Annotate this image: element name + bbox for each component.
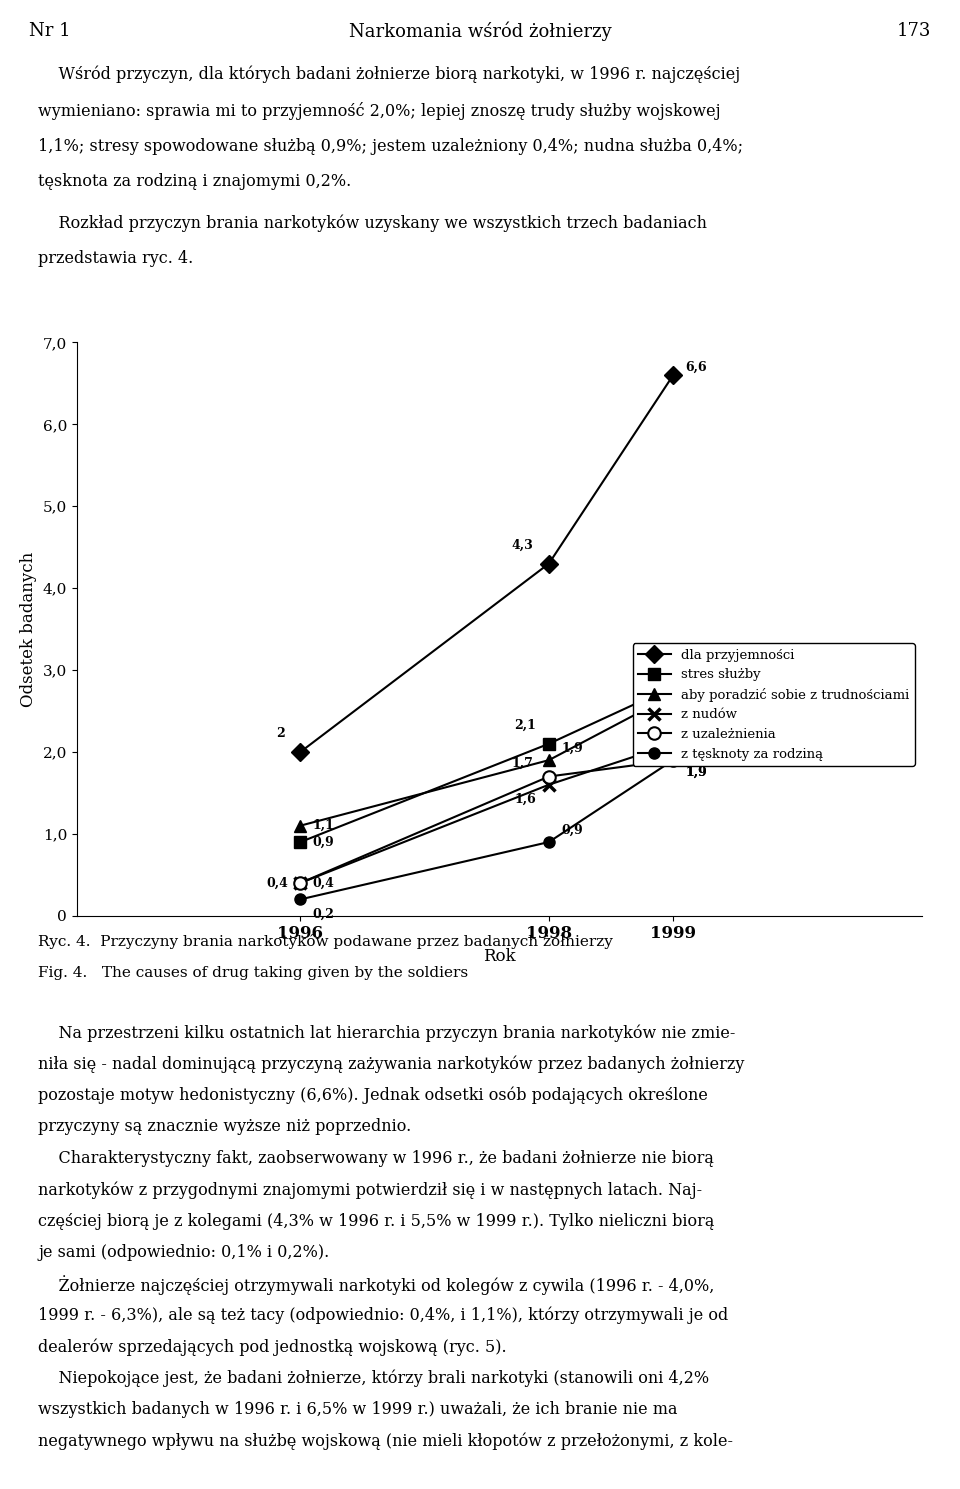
Text: 2,8: 2,8: [685, 670, 708, 683]
X-axis label: Rok: Rok: [483, 948, 516, 965]
dla przyjemności: [543, 555, 555, 573]
Text: 2: 2: [276, 728, 285, 740]
aby poradzić sobie z trudnościami: [667, 685, 679, 704]
Line: z uzależnienia: z uzależnienia: [294, 753, 680, 889]
Text: częściej biorą je z kolegami (4,3% w 1996 r. i 5,5% w 1999 r.). Tylko nieliczni : częściej biorą je z kolegami (4,3% w 199…: [38, 1212, 715, 1230]
Text: niła się - nadal dominującą przyczyną zażywania narkotyków przez badanych żołnie: niła się - nadal dominującą przyczyną za…: [38, 1056, 745, 1074]
Text: Rozkład przyczyn brania narkotyków uzyskany we wszystkich trzech badaniach: Rozkład przyczyn brania narkotyków uzysk…: [38, 214, 708, 232]
z tęsknoty za rodziną: [295, 890, 306, 908]
Text: 1,9: 1,9: [685, 765, 708, 779]
Text: Żołnierze najczęściej otrzymywali narkotyki od kolegów z cywila (1996 r. - 4,0%,: Żołnierze najczęściej otrzymywali narkot…: [38, 1276, 715, 1295]
Text: 2,1: 2,1: [685, 728, 708, 740]
dla przyjemności: [295, 743, 306, 761]
aby poradzić sobie z trudnościami: [295, 816, 306, 834]
Y-axis label: Odsetek badanych: Odsetek badanych: [20, 551, 37, 707]
Text: 2,7: 2,7: [685, 679, 708, 691]
Legend: dla przyjemności, stres służby, aby poradzić sobie z trudnościami, z nudów, z uz: dla przyjemności, stres służby, aby pora…: [633, 643, 915, 765]
Text: Ryc. 4.  Przyczyny brania narkotyków podawane przez badanych żołnierzy: Ryc. 4. Przyczyny brania narkotyków poda…: [38, 934, 613, 948]
Text: 1,9: 1,9: [685, 765, 708, 779]
Text: 0,4: 0,4: [266, 877, 288, 889]
Text: przedstawia ryc. 4.: przedstawia ryc. 4.: [38, 250, 194, 268]
dla przyjemności: [667, 366, 679, 384]
Text: Nr 1: Nr 1: [29, 22, 70, 40]
z nudów: [295, 874, 306, 892]
Text: 0,9: 0,9: [313, 835, 335, 849]
Text: Fig. 4.   The causes of drug taking given by the soldiers: Fig. 4. The causes of drug taking given …: [38, 966, 468, 980]
z uzależnienia: [667, 750, 679, 768]
Text: Wśród przyczyn, dla których badani żołnierze biorą narkotyki, w 1996 r. najczęśc: Wśród przyczyn, dla których badani żołni…: [38, 66, 741, 83]
Text: przyczyny są znacznie wyższe niż poprzednio.: przyczyny są znacznie wyższe niż poprzed…: [38, 1118, 412, 1136]
Text: wszystkich badanych w 1996 r. i 6,5% w 1999 r.) uważali, że ich branie nie ma: wszystkich badanych w 1996 r. i 6,5% w 1…: [38, 1401, 678, 1418]
Text: Na przestrzeni kilku ostatnich lat hierarchia przyczyn brania narkotyków nie zmi: Na przestrzeni kilku ostatnich lat hiera…: [38, 1024, 735, 1042]
Text: 6,6: 6,6: [685, 360, 708, 374]
z tęsknoty za rodziną: [667, 750, 679, 768]
Text: 1,6: 1,6: [515, 794, 537, 806]
Text: 2,1: 2,1: [515, 719, 537, 733]
Line: dla przyjemności: dla przyjemności: [294, 369, 680, 758]
Text: 0,4: 0,4: [313, 877, 335, 889]
Text: 1999 r. - 6,3%), ale są też tacy (odpowiednio: 0,4%, i 1,1%), którzy otrzymywali: 1999 r. - 6,3%), ale są też tacy (odpowi…: [38, 1307, 729, 1324]
z nudów: [543, 776, 555, 794]
Text: pozostaje motyw hedonistyczny (6,6%). Jednak odsetki osób podających określone: pozostaje motyw hedonistyczny (6,6%). Je…: [38, 1087, 708, 1105]
Text: 4,3: 4,3: [512, 539, 534, 552]
Text: negatywnego wpływu na służbę wojskową (nie mieli kłopotów z przełożonymi, z kole: negatywnego wpływu na służbę wojskową (n…: [38, 1432, 733, 1450]
Text: 173: 173: [897, 22, 931, 40]
aby poradzić sobie z trudnościami: [543, 750, 555, 768]
z nudów: [667, 734, 679, 752]
Text: 1,9: 1,9: [562, 742, 583, 755]
z tęsknoty za rodziną: [543, 832, 555, 850]
Text: 0,2: 0,2: [313, 908, 335, 920]
Text: wymieniano: sprawia mi to przyjemność 2,0%; lepiej znoszę trudy służby wojskowej: wymieniano: sprawia mi to przyjemność 2,…: [38, 101, 721, 119]
Text: Niepokojące jest, że badani żołnierze, którzy brali narkotyki (stanowili oni 4,2: Niepokojące jest, że badani żołnierze, k…: [38, 1370, 709, 1388]
stres służby: [667, 677, 679, 695]
Text: tęsknota za rodziną i znajomymi 0,2%.: tęsknota za rodziną i znajomymi 0,2%.: [38, 173, 351, 191]
Text: Charakterystyczny fakt, zaobserwowany w 1996 r., że badani żołnierze nie biorą: Charakterystyczny fakt, zaobserwowany w …: [38, 1150, 714, 1167]
Text: 1,1%; stresy spowodowane służbą 0,9%; jestem uzależniony 0,4%; nudna służba 0,4%: 1,1%; stresy spowodowane służbą 0,9%; je…: [38, 137, 744, 155]
stres służby: [543, 734, 555, 752]
Line: stres służby: stres służby: [294, 680, 680, 849]
z uzależnienia: [543, 768, 555, 786]
Line: z tęsknoty za rodziną: z tęsknoty za rodziną: [295, 755, 679, 905]
Text: 1,7: 1,7: [512, 756, 534, 770]
Text: dealerów sprzedających pod jednostką wojskową (ryc. 5).: dealerów sprzedających pod jednostką woj…: [38, 1339, 507, 1356]
Text: narkotyków z przygodnymi znajomymi potwierdził się i w następnych latach. Naj-: narkotyków z przygodnymi znajomymi potwi…: [38, 1181, 703, 1199]
Line: z nudów: z nudów: [294, 737, 680, 889]
Text: 0,9: 0,9: [562, 823, 583, 837]
Text: je sami (odpowiednio: 0,1% i 0,2%).: je sami (odpowiednio: 0,1% i 0,2%).: [38, 1245, 329, 1261]
Line: aby poradzić sobie z trudnościami: aby poradzić sobie z trudnościami: [294, 688, 680, 832]
Text: 1,1: 1,1: [313, 819, 335, 832]
z uzależnienia: [295, 874, 306, 892]
Text: Narkomania wśród żołnierzy: Narkomania wśród żołnierzy: [348, 21, 612, 42]
stres służby: [295, 832, 306, 850]
